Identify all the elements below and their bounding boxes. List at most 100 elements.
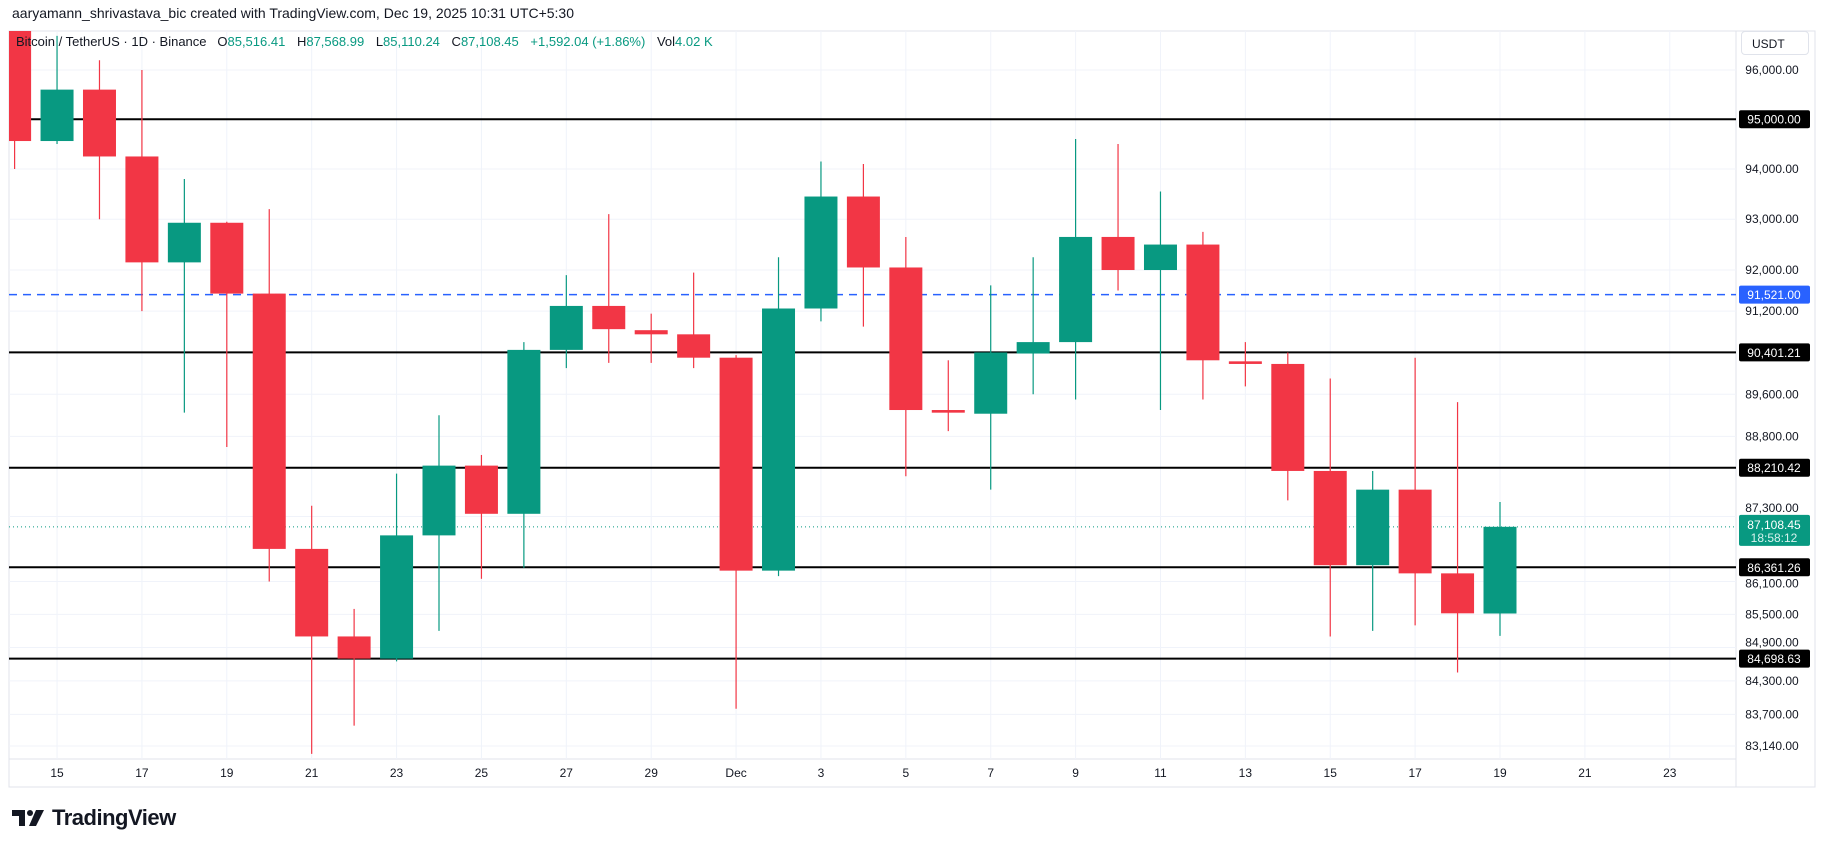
candle-body	[1271, 363, 1305, 471]
time-tick-label: 23	[1663, 766, 1677, 780]
time-tick-label: 25	[475, 766, 489, 780]
vol-label: Vol	[656, 34, 676, 49]
candle-body	[507, 349, 541, 514]
candle-body	[210, 222, 244, 294]
candle-body	[125, 156, 159, 263]
price-axis[interactable]: 96,000.00 94,000.00 93,000.00 92,000.00 91,2…	[1745, 63, 1799, 753]
candle-dec-4	[846, 163, 880, 327]
time-tick-label: 11	[1154, 766, 1167, 780]
candle-dec-2	[762, 257, 796, 577]
candle-body	[464, 465, 498, 514]
candle-body	[82, 89, 116, 157]
candle-body	[804, 196, 838, 309]
price-tag-box	[1739, 110, 1810, 129]
time-tick-label: 7	[987, 766, 994, 780]
price-tag-label: 91,521.00	[1747, 288, 1801, 302]
high-value: 87,568.99	[306, 34, 365, 49]
candle-dec-10	[1101, 144, 1135, 291]
candle-nov-26	[507, 342, 541, 568]
candle-body	[40, 89, 74, 142]
tradingview-logo-text: TradingView	[52, 805, 176, 830]
open-value: 85,516.41	[227, 34, 286, 49]
candle-body	[422, 465, 456, 536]
candle-body	[846, 196, 880, 268]
price-tick-label: 85,500.00	[1745, 607, 1799, 621]
candle-nov-14	[9, 31, 32, 169]
candle-body	[549, 305, 583, 350]
candle-dec-7	[974, 285, 1008, 490]
tradingview-logo-icon	[12, 810, 44, 826]
time-tick-label: 21	[1578, 766, 1592, 780]
candle-body	[592, 305, 626, 330]
ohlc-legend: Bitcoin / TetherUS · 1D · Binance O85,51…	[16, 34, 721, 49]
chart-credit: aaryamann_shrivastava_bic created with T…	[12, 5, 575, 21]
candle-nov-21	[295, 505, 329, 754]
candle-nov-24	[422, 415, 456, 631]
price-tick-label: 84,300.00	[1745, 674, 1799, 688]
time-tick-label: 21	[305, 766, 319, 780]
candle-nov-30	[677, 272, 711, 369]
level-lines	[9, 118, 1736, 660]
price-tick-label: 93,000.00	[1745, 212, 1799, 226]
candle-body	[1228, 361, 1262, 364]
time-tick-label: 19	[1493, 766, 1507, 780]
time-tick-label: 9	[1072, 766, 1079, 780]
candle-dec-15	[1313, 378, 1347, 637]
candle-nov-20	[252, 209, 286, 582]
current-price-label: 87,108.45	[1747, 518, 1801, 532]
price-tag-box	[1739, 285, 1810, 304]
candle-body	[1016, 342, 1050, 354]
candle-body	[167, 222, 201, 263]
low-value: 85,110.24	[383, 34, 440, 49]
candle-dec-1	[719, 355, 753, 709]
candle-dec-13	[1228, 342, 1262, 387]
time-tick-label: 29	[645, 766, 659, 780]
candle-nov-17	[125, 70, 159, 312]
price-tick-label: 84,900.00	[1745, 636, 1799, 650]
candle-body	[677, 334, 711, 358]
candle-body	[1441, 573, 1475, 614]
time-axis[interactable]: 15 17 19 21 23 25 27 29 Dec 3 5 7 9 11 13 15 17 19 21 23	[50, 766, 1676, 780]
candle-nov-16	[82, 60, 116, 220]
chart-frame	[8, 30, 1816, 788]
time-tick-label: 19	[220, 766, 234, 780]
candle-dec-8	[1016, 257, 1050, 395]
currency-button[interactable]: USDT	[1741, 31, 1809, 55]
price-tick-label: 87,300.00	[1745, 501, 1799, 515]
candle-nov-19	[210, 221, 244, 448]
candle-dec-6	[931, 360, 965, 432]
candle-body	[9, 31, 32, 142]
candle-body	[1101, 236, 1135, 271]
close-value: 87,108.45	[460, 34, 519, 49]
price-tick-label: 92,000.00	[1745, 263, 1799, 277]
open-label: O	[217, 34, 228, 49]
price-tick-label: 83,700.00	[1745, 707, 1799, 721]
candle-body	[634, 330, 668, 335]
candle-dec-14	[1271, 352, 1305, 501]
candle-body	[974, 352, 1008, 414]
candle-nov-28	[592, 214, 626, 363]
candle-dec-17	[1398, 357, 1432, 626]
price-tag-label: 84,698.63	[1747, 652, 1801, 666]
high-label: H	[296, 34, 307, 49]
time-tick-label: 27	[560, 766, 574, 780]
time-tick-label: 3	[818, 766, 825, 780]
candle-dec-16	[1356, 470, 1390, 631]
price-tag-box	[1739, 458, 1810, 477]
candle-nov-15	[40, 35, 74, 145]
symbol-name[interactable]: Bitcoin / TetherUS · 1D · Binance	[16, 34, 207, 49]
candle-body	[380, 535, 414, 659]
candle-body	[1059, 236, 1093, 343]
tradingview-logo[interactable]: TradingView	[12, 805, 176, 831]
time-tick-label: 15	[1324, 766, 1338, 780]
candle-body	[1356, 489, 1390, 566]
candle-dec-19	[1483, 502, 1517, 636]
candle-body	[1186, 244, 1220, 361]
candle-dec-5	[889, 236, 923, 477]
price-tick-label: 89,600.00	[1745, 387, 1799, 401]
price-tag-box	[1739, 558, 1810, 577]
candle-body	[252, 293, 286, 549]
current-price-tag	[1739, 514, 1810, 546]
candle-body	[1143, 244, 1177, 271]
